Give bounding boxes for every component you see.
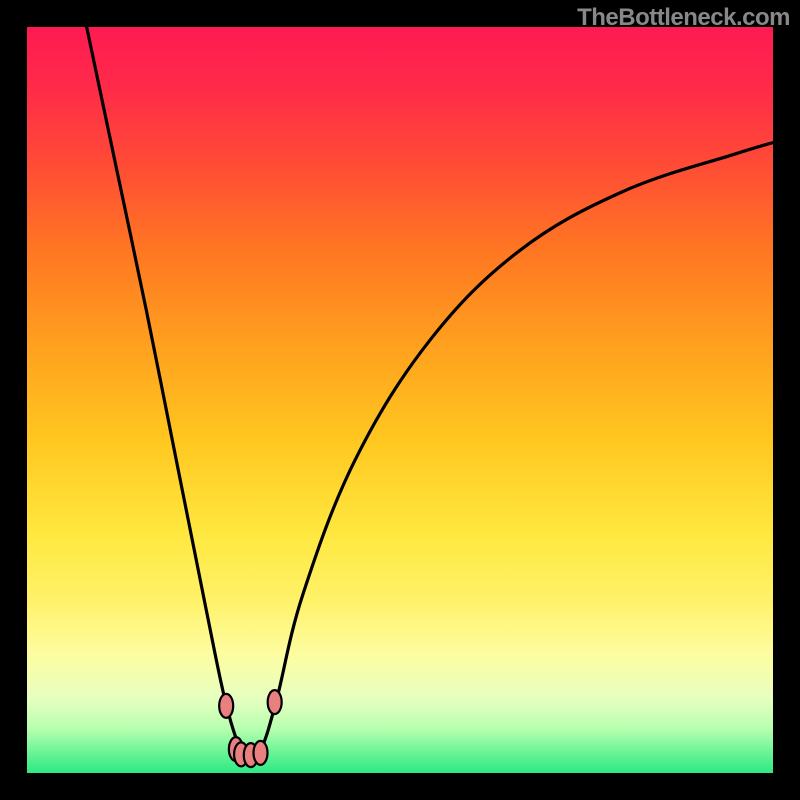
curve-marker — [254, 741, 268, 765]
curve-layer — [27, 27, 773, 773]
bottleneck-curve — [87, 27, 773, 755]
marker-group — [219, 690, 281, 767]
curve-marker — [219, 694, 233, 718]
plot-area — [27, 27, 773, 773]
curve-marker — [268, 690, 282, 714]
chart-container: TheBottleneck.com — [0, 0, 800, 800]
